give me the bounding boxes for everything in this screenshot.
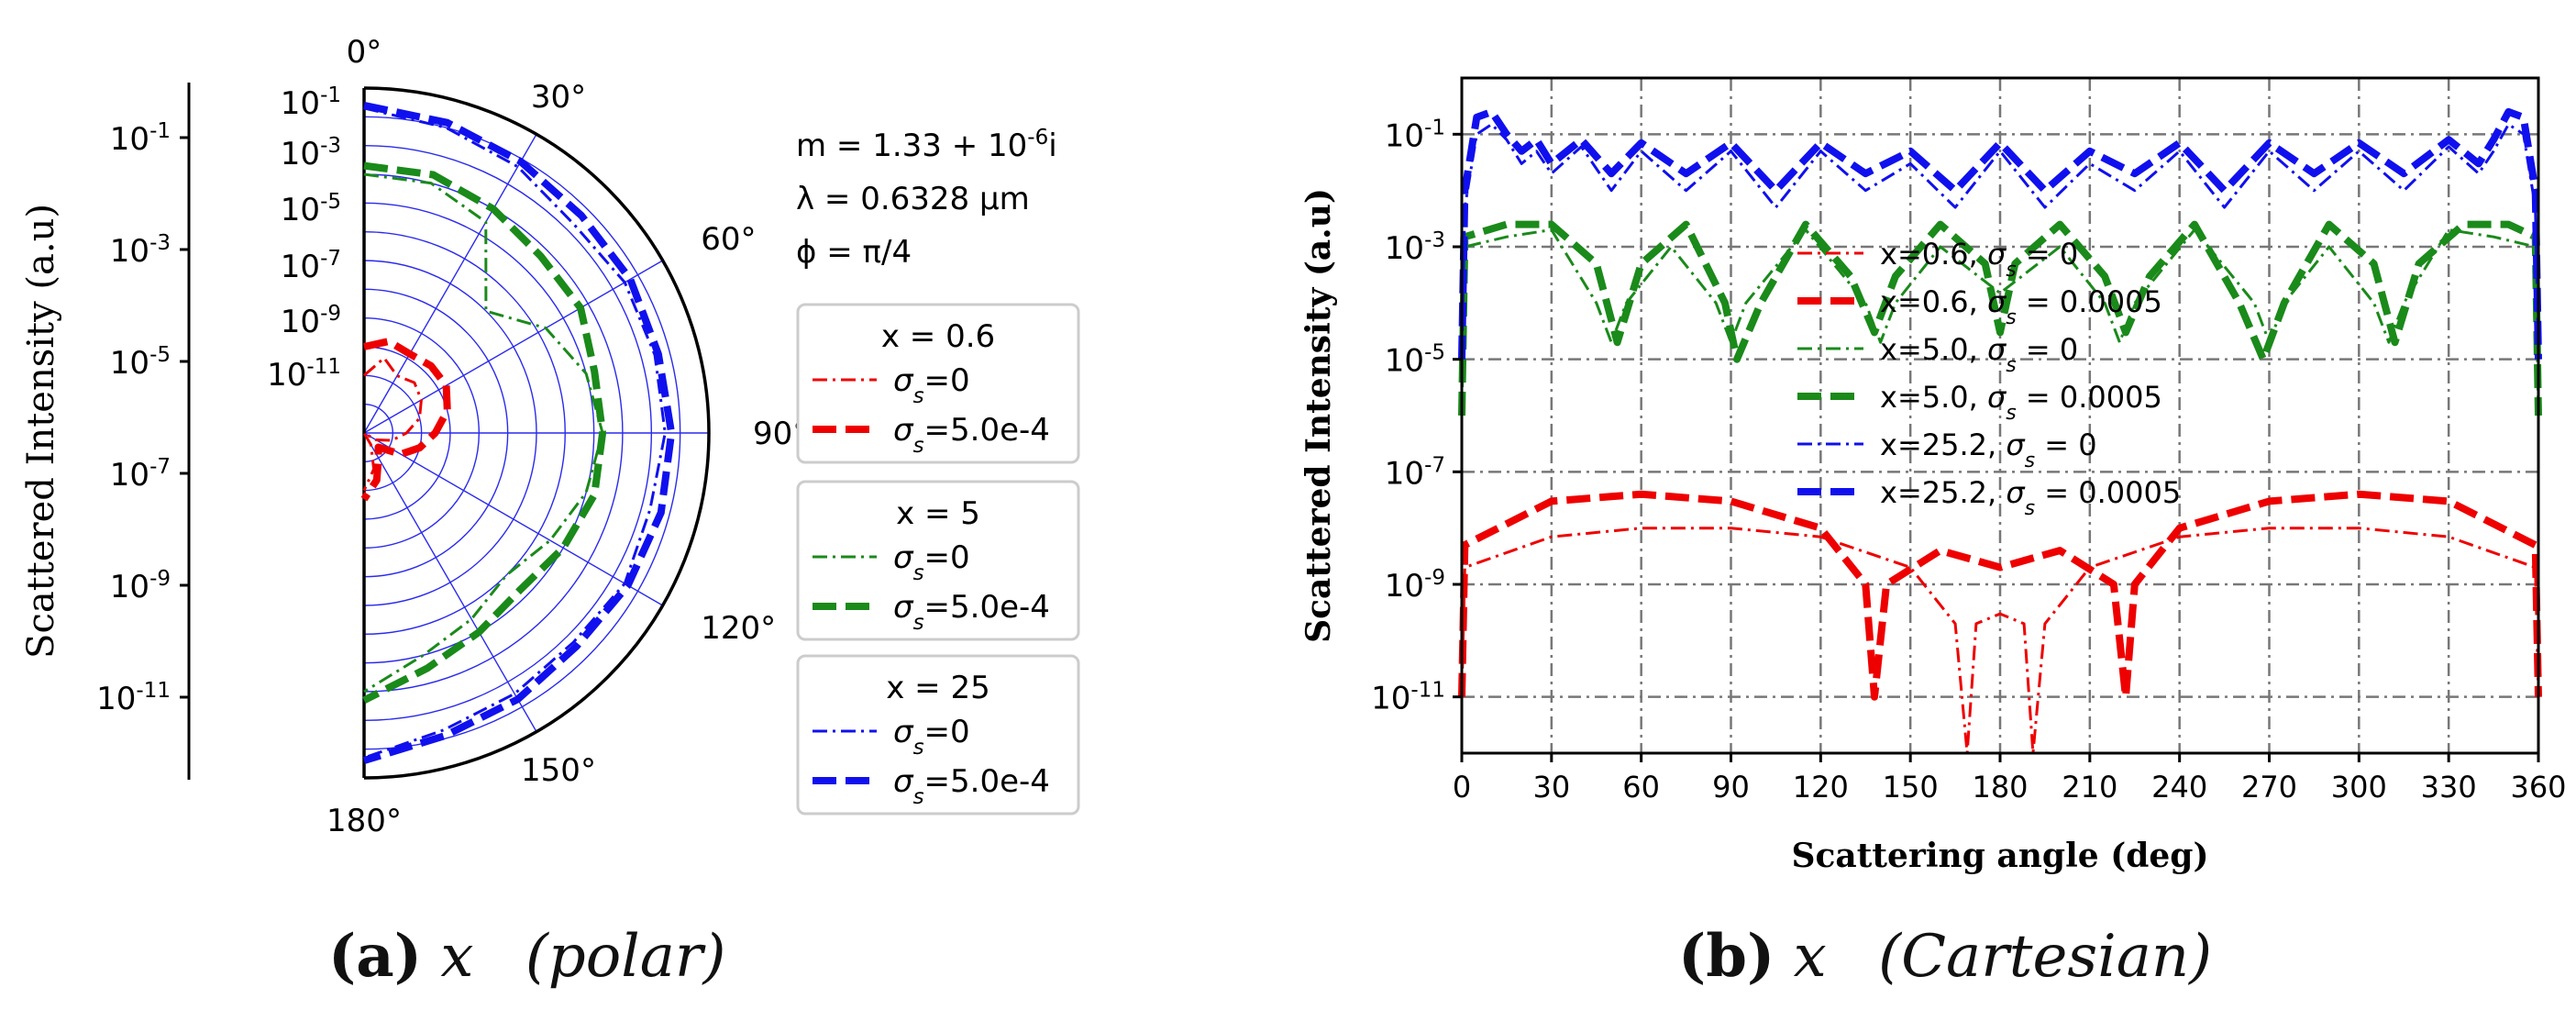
polar-radial-label: 10-3 (281, 134, 341, 172)
polar-series-line (362, 356, 423, 492)
cart-ytick-label: 10-1 (1385, 116, 1445, 154)
polar-legend-title: x = 5 (896, 495, 980, 532)
cart-legend-label: x=25.2, σs = 0 (1880, 427, 2097, 472)
polar-ytick-label: 10-1 (110, 119, 171, 158)
caption-b-variable: x (1793, 923, 1827, 991)
cart-legend-label: x=5.0, σs = 0 (1880, 332, 2078, 377)
polar-angle-label: 150° (521, 752, 596, 789)
polar-ytick-label: 10-9 (110, 567, 171, 605)
cart-xtick-label: 330 (2421, 770, 2477, 805)
polar-grid-spoke (363, 260, 663, 434)
cart-ytick-label: 10-11 (1371, 679, 1445, 717)
caption-a-mode: (polar) (525, 923, 726, 991)
polar-grid-spoke (363, 432, 537, 732)
caption-b-mode: (Cartesian) (1878, 923, 2213, 991)
polar-angle-label: 30° (531, 79, 586, 116)
caption-a-label: (a) (328, 922, 423, 991)
polar-legend-box (796, 480, 1080, 641)
polar-ytick-label: 10-5 (110, 343, 171, 382)
cart-xlabel: Scattering angle (deg) (1791, 837, 2208, 875)
caption-b: (b) x (Cartesian) (1678, 922, 2212, 991)
cart-xtick-label: 360 (2510, 770, 2566, 805)
polar-radial-label: 10-1 (281, 83, 341, 122)
caption-b-label: (b) (1678, 922, 1775, 991)
caption-a-variable: x (440, 923, 474, 991)
cart-ytick-label: 10-3 (1385, 228, 1445, 267)
polar-ylabel: Scattered Intensity (a.u) (20, 204, 62, 659)
caption-a: (a) x (polar) (328, 922, 725, 991)
cart-legend-label: x=5.0, σs = 0.0005 (1880, 380, 2162, 425)
cart-series-line (1458, 107, 2542, 360)
cart-ytick-label: 10-7 (1385, 453, 1445, 492)
polar-legend-title: x = 25 (886, 670, 990, 706)
cart-xtick-label: 270 (2241, 770, 2297, 805)
polar-ytick-label: 10-7 (110, 455, 171, 494)
cart-series-line (1458, 220, 2542, 416)
polar-grid-spoke (363, 432, 663, 606)
cart-legend-label: x=0.6, σs = 0.0005 (1880, 284, 2162, 329)
polar-angle-label: 180° (326, 803, 402, 839)
polar-series-line (362, 161, 607, 704)
polar-legend-title: x = 0.6 (881, 318, 995, 355)
cart-legend-label: x=25.2, σs = 0.0005 (1880, 475, 2181, 520)
polar-parameter: ϕ = π/4 (796, 234, 912, 271)
cart-xtick-label: 120 (1793, 770, 1849, 805)
polar-legend-label: σs=0 (893, 714, 970, 760)
polar-ytick-label: 10-11 (96, 679, 171, 717)
polar-legend-label: σs=0 (893, 362, 970, 408)
cart-xtick-label: 210 (2062, 770, 2117, 805)
polar-radial-label: 10-5 (281, 190, 341, 228)
polar-legend-label: σs=5.0e-4 (893, 763, 1050, 809)
polar-series-line (360, 338, 451, 502)
cart-ytick-label: 10-9 (1385, 566, 1445, 605)
polar-radial-label: 10-7 (281, 247, 341, 285)
polar-legend-label: σs=5.0e-4 (893, 589, 1050, 635)
polar-angle-label: 120° (701, 610, 776, 647)
cart-series-line (1458, 490, 2542, 701)
polar-ytick-label: 10-3 (110, 231, 171, 270)
polar-legend-label: σs=5.0e-4 (893, 412, 1050, 458)
cart-series-line (1460, 527, 2540, 755)
polar-outer-arc (363, 86, 711, 780)
polar-parameter: m = 1.33 + 10-6i (796, 126, 1057, 164)
cart-legend-label: x=0.6, σs = 0 (1880, 237, 2078, 282)
cart-xtick-label: 240 (2151, 770, 2207, 805)
cart-xtick-label: 300 (2331, 770, 2387, 805)
cart-series-line (1460, 228, 2540, 416)
cart-xtick-label: 60 (1622, 770, 1660, 805)
polar-radial-label: 10-9 (281, 302, 341, 340)
polar-angle-label: 0° (347, 34, 382, 71)
polar-legend-box (796, 303, 1080, 464)
cartesian-panel: 0 30 60 90 120 150 180 210 240 270 300 330 360 10-1 10… (1299, 76, 2567, 875)
polar-angle-label: 60° (701, 221, 756, 258)
cart-ylabel: Scattered Intensity (a.u) (1299, 188, 1338, 643)
cart-series-line (1460, 123, 2540, 360)
polar-parameter: λ = 0.6328 μm (796, 181, 1030, 217)
polar-panel: Scattered Intensity (a.u) 10-1 10-3 10-5 10-… (20, 34, 1080, 839)
polar-radial-label: 10-11 (267, 355, 341, 394)
polar-grid-spoke (363, 134, 537, 434)
cart-xtick-label: 150 (1883, 770, 1939, 805)
cart-xtick-label: 0 (1453, 770, 1471, 805)
cart-xtick-label: 90 (1712, 770, 1750, 805)
polar-series-line (362, 101, 676, 764)
cart-ytick-label: 10-5 (1385, 341, 1445, 380)
cart-xtick-label: 180 (1972, 770, 2028, 805)
polar-legend-label: σs=0 (893, 539, 970, 585)
polar-legend-box (796, 654, 1080, 816)
cart-xtick-label: 30 (1532, 770, 1570, 805)
